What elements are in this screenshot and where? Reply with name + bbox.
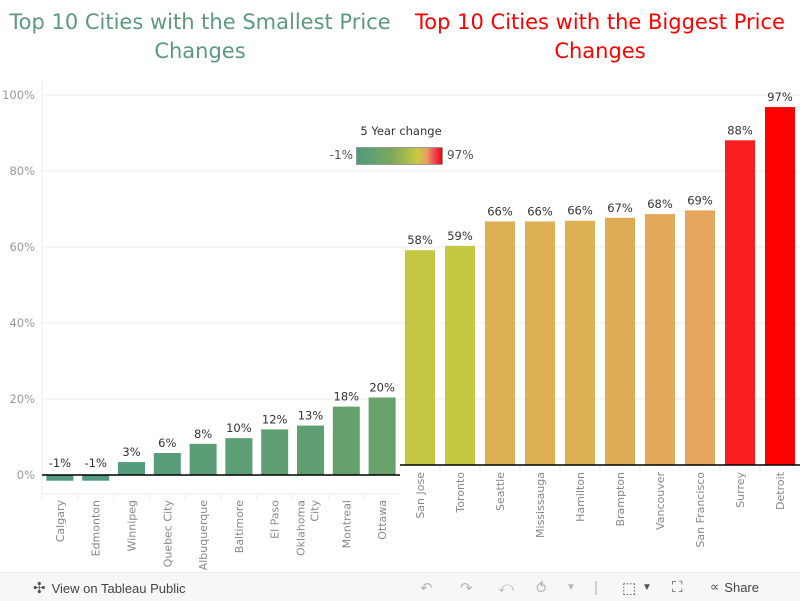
bar-surrey [725, 140, 755, 465]
data-label: 13% [298, 409, 324, 423]
bar-toronto [445, 245, 475, 465]
data-label: 3% [122, 445, 140, 459]
bar-el-paso [261, 429, 289, 475]
x-tick-label: Oklahoma [295, 500, 308, 556]
bar-quebec-city [153, 452, 181, 475]
refresh-dropdown-icon[interactable]: ▼ [566, 582, 576, 593]
data-label: 10% [226, 421, 252, 435]
toolbar-divider: | [594, 579, 598, 596]
data-label: 68% [647, 197, 673, 211]
data-label: 97% [767, 90, 793, 104]
bar-oklahoma-city [297, 425, 324, 475]
share-icon: ∝ [710, 579, 720, 594]
bar-san-jose [405, 250, 435, 465]
bar-hamilton [565, 220, 595, 465]
refresh-icon[interactable]: ⥀ [536, 580, 547, 597]
x-tick-label: Montreal [340, 500, 353, 548]
y-tick-label: 0% [17, 468, 35, 482]
x-tick-label: Calgary [54, 500, 67, 543]
y-tick-label: 60% [9, 240, 35, 254]
legend-gradient [356, 147, 443, 165]
tableau-toolbar: ✣ View on Tableau Public ↶ ↷ ⤺ ⥀ ▼ | ⬚ ▼… [0, 572, 800, 601]
data-label: 66% [527, 204, 553, 218]
y-tick-label: 40% [9, 316, 35, 330]
revert-icon[interactable]: ⤺ [498, 579, 515, 596]
x-tick-label: Quebec City [161, 500, 174, 568]
data-label: 66% [567, 204, 593, 218]
x-tick-label: Brampton [614, 472, 627, 527]
download-dropdown-icon[interactable]: ▼ [642, 582, 652, 593]
x-tick-label: City [309, 500, 322, 522]
data-label: 18% [334, 390, 360, 404]
data-label: -1% [84, 456, 106, 470]
chart-title-biggest: Top 10 Cities with the Biggest Price Cha… [415, 10, 785, 63]
data-label: 6% [158, 436, 176, 450]
view-on-tableau-link[interactable]: ✣ View on Tableau Public [33, 579, 186, 597]
x-tick-label: Mississauga [534, 472, 547, 538]
bar-san-francisco [685, 210, 715, 465]
share-button[interactable]: ∝ Share [710, 579, 759, 595]
legend-max: 97% [447, 148, 474, 162]
bar-detroit [765, 107, 795, 465]
bar-baltimore [225, 438, 253, 475]
x-tick-label: Toronto [454, 472, 467, 514]
x-tick-label: El Paso [269, 500, 282, 539]
bar-montreal [332, 406, 360, 475]
tableau-logo-icon: ✣ [33, 580, 46, 597]
bar-vancouver [645, 214, 675, 465]
x-tick-label: Baltimore [233, 500, 246, 553]
data-label: 88% [727, 123, 753, 137]
x-tick-label: Seattle [494, 472, 507, 511]
data-label: -1% [49, 456, 71, 470]
fullscreen-icon[interactable]: ⛶ [672, 579, 683, 596]
chart-title-smallest: Top 10 Cities with the Smallest Price Ch… [9, 10, 391, 63]
bar-charts: 0% 20% 40% 60% 80% 100% -1% Calgary -1% Edmonton 3… [2, 80, 800, 571]
legend-title: 5 Year change [360, 124, 442, 138]
x-tick-label: Winnipeg [126, 500, 139, 551]
bar-mississauga [525, 221, 555, 465]
data-label: 8% [194, 427, 212, 441]
color-legend: 5 Year change -1% 97% [320, 122, 480, 172]
x-tick-label: Albuquerque [197, 500, 210, 571]
bar-calgary [46, 475, 74, 481]
data-label: 67% [607, 201, 633, 215]
x-tick-label: San Jose [414, 472, 427, 519]
legend-min: -1% [329, 148, 353, 162]
data-label: 66% [487, 204, 513, 218]
x-tick-label: Hamilton [574, 472, 587, 522]
y-tick-label: 80% [9, 164, 35, 178]
redo-icon[interactable]: ↷ [460, 580, 473, 597]
bar-seattle [485, 221, 515, 465]
data-label: 58% [407, 233, 433, 247]
x-tick-label: Detroit [774, 471, 787, 510]
x-tick-label: Surrey [734, 472, 747, 508]
y-tick-label: 100% [2, 88, 35, 102]
x-tick-label: Ottawa [376, 500, 389, 540]
bar-winnipeg [118, 462, 145, 475]
bar-ottawa [368, 397, 396, 475]
bar-albuquerque [189, 443, 217, 475]
data-label: 12% [262, 412, 288, 426]
bar-edmonton [82, 475, 110, 481]
y-tick-label: 20% [9, 392, 35, 406]
data-label: 69% [687, 193, 713, 207]
share-label: Share [724, 579, 759, 595]
undo-icon[interactable]: ↶ [420, 580, 433, 597]
x-tick-label: San Francisco [694, 472, 707, 548]
bar-brampton [605, 217, 635, 465]
download-icon[interactable]: ⬚ [622, 580, 637, 597]
view-on-tableau-label: View on Tableau Public [51, 580, 186, 596]
x-tick-label: Vancouver [654, 472, 667, 530]
data-label: 59% [447, 229, 473, 243]
x-tick-label: Edmonton [90, 500, 103, 556]
data-label: 20% [369, 380, 395, 394]
